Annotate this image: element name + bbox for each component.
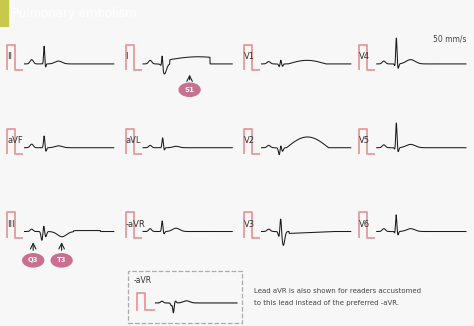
Text: Q3: Q3	[28, 257, 38, 263]
Text: to this lead instead of the preferred -aVR.: to this lead instead of the preferred -a…	[254, 300, 399, 306]
Text: 50 mm/s: 50 mm/s	[433, 34, 467, 43]
Text: II: II	[7, 52, 12, 61]
Text: -aVR: -aVR	[126, 220, 146, 229]
Circle shape	[23, 254, 44, 267]
Text: Lead aVR is also shown for readers accustomed: Lead aVR is also shown for readers accus…	[254, 288, 420, 293]
Text: -aVR: -aVR	[134, 276, 152, 285]
Text: aVF: aVF	[7, 136, 23, 145]
Text: I: I	[126, 52, 128, 61]
Circle shape	[179, 83, 200, 96]
Text: V1: V1	[244, 52, 255, 61]
FancyBboxPatch shape	[128, 271, 242, 323]
Bar	[0, 0, 8, 27]
Circle shape	[51, 254, 72, 267]
Text: V2: V2	[244, 136, 255, 145]
Text: III: III	[7, 220, 15, 229]
Text: T3: T3	[57, 257, 66, 263]
Text: V6: V6	[359, 220, 370, 229]
Text: S1: S1	[185, 87, 194, 93]
Text: aVL: aVL	[126, 136, 141, 145]
Text: V4: V4	[359, 52, 370, 61]
Text: V5: V5	[359, 136, 370, 145]
Text: Pulmonary embolism: Pulmonary embolism	[12, 7, 137, 20]
Text: V3: V3	[244, 220, 255, 229]
